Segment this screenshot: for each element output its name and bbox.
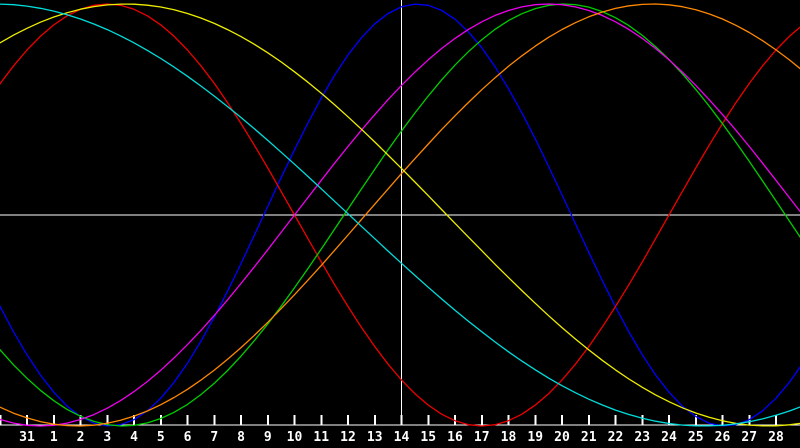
x-axis-label: 15	[420, 430, 436, 445]
x-axis-label: 17	[474, 430, 490, 445]
curve-awareness	[0, 3, 800, 427]
x-axis-label: 8	[237, 430, 245, 445]
x-axis-label: 25	[688, 430, 704, 445]
x-axis-label: 13	[367, 430, 383, 445]
x-axis-label: 9	[264, 430, 272, 445]
x-axis-label: 5	[157, 430, 165, 445]
x-axis-label: 19	[527, 430, 543, 445]
x-axis-label: 23	[634, 430, 650, 445]
curve-physical	[0, 3, 800, 427]
biorhythm-curves	[0, 3, 800, 427]
x-axis-label: 7	[210, 430, 218, 445]
curve-emotional	[0, 3, 800, 427]
x-axis-label: 22	[608, 430, 624, 445]
x-axis-label: 10	[287, 430, 303, 445]
x-axis-label: 20	[554, 430, 570, 445]
curve-aesthetic	[0, 3, 800, 427]
x-axis-label: 6	[184, 430, 192, 445]
x-axis-label: 31	[19, 430, 35, 445]
x-axis-label: 18	[501, 430, 517, 445]
x-axis-label: 16	[447, 430, 463, 445]
axis-lines	[0, 0, 800, 426]
x-axis-labels: 31 1 2 3 4 5 6 7 8 9 10 11 12 13 14 15 16 17 18 19 20 21 22 23 2…	[19, 430, 784, 445]
curve-intellectual	[0, 3, 800, 427]
x-axis-label: 27	[741, 430, 757, 445]
x-axis-label: 1	[50, 430, 58, 445]
x-axis-label: 28	[768, 430, 784, 445]
x-axis-label: 11	[313, 430, 329, 445]
x-axis-label: 21	[581, 430, 597, 445]
curve-spiritual	[0, 3, 800, 427]
x-axis-label: 3	[103, 430, 111, 445]
x-axis-label: 24	[661, 430, 677, 445]
x-axis-label: 12	[340, 430, 356, 445]
curve-intuition	[0, 3, 800, 427]
x-axis-label: 26	[715, 430, 731, 445]
x-axis-label: 2	[77, 430, 85, 445]
x-axis-label: 14	[394, 430, 410, 445]
x-axis-label: 4	[130, 430, 138, 445]
